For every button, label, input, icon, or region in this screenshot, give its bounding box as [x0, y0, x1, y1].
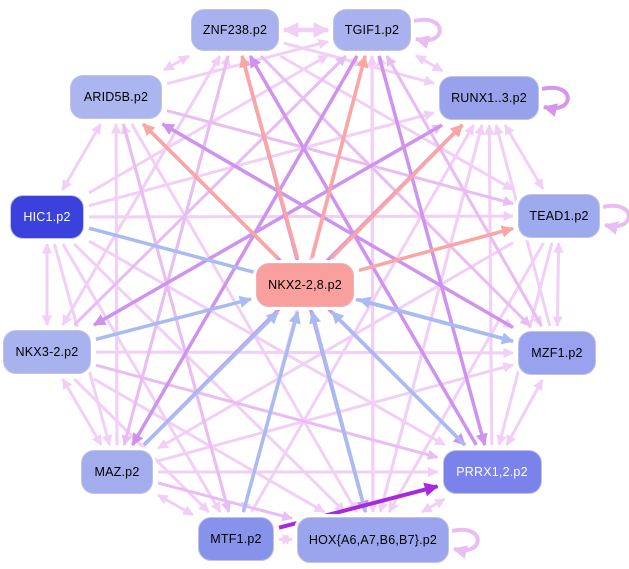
self-loop-tgif1 [413, 17, 442, 49]
edge-prrx-hox [421, 497, 446, 514]
edge-mtf1-maz [157, 493, 194, 517]
edge-hic1-arid5b [61, 123, 102, 191]
node-label: HIC1.p2 [23, 210, 71, 224]
edge-runx-tead1 [503, 124, 545, 190]
node-prrx[interactable]: PRRX1,2.p2 [442, 450, 542, 494]
node-label: TEAD1.p2 [529, 209, 589, 223]
edge-prrx-znf238 [248, 55, 478, 446]
edge-tgif1-hox [367, 55, 379, 513]
node-nkx3[interactable]: NKX3-2.p2 [3, 330, 91, 374]
edge-tgif1-maz [131, 55, 359, 446]
edge-runx-nkx3 [93, 123, 443, 327]
edge-center-tead1 [358, 225, 515, 273]
edge-nkx3-mzf1 [95, 347, 514, 359]
node-arid5b[interactable]: ARID5B.p2 [70, 75, 162, 119]
edge-nkx3-center [95, 295, 253, 341]
edge-maz-mzf1 [157, 362, 514, 463]
node-hic1[interactable]: HIC1.p2 [10, 195, 84, 239]
edge-mzf1-prrx [505, 379, 544, 446]
self-loop-tead1 [602, 203, 629, 235]
node-label: NKX3-2.p2 [15, 345, 79, 359]
node-tead1[interactable]: TEAD1.p2 [518, 194, 600, 238]
edge-mzf1-arid5b [161, 122, 514, 329]
node-label: PRRX1,2.p2 [456, 465, 528, 479]
node-label: ZNF238.p2 [202, 23, 268, 37]
node-label: MTF1.p2 [210, 532, 262, 546]
node-znf238[interactable]: ZNF238.p2 [191, 9, 279, 51]
node-tgif1[interactable]: TGIF1.p2 [333, 9, 411, 51]
node-runx[interactable]: RUNX1..3.p2 [439, 76, 539, 120]
edge-hic1-tead1 [88, 210, 514, 222]
self-loop-hox [451, 527, 480, 559]
edge-center-arid5b [141, 122, 280, 260]
edge-prrx-center [330, 310, 467, 447]
node-label: TGIF1.p2 [344, 23, 400, 37]
edge-nkx3-prrx [95, 363, 439, 460]
edge-tead1-mzf1 [552, 242, 564, 327]
node-maz[interactable]: MAZ.p2 [81, 450, 153, 494]
node-label: ARID5B.p2 [83, 90, 149, 104]
node-hox[interactable]: HOX{A6,A7,B6,B7}.p2 [297, 517, 449, 563]
node-center[interactable]: NKX2-2,8.p2 [256, 263, 354, 307]
node-label: RUNX1..3.p2 [451, 91, 527, 105]
edge-mtf1-runx [250, 124, 475, 513]
node-label: NKX2-2,8.p2 [268, 278, 342, 292]
edge-mtf1-center [241, 310, 301, 513]
edge-maz-nkx3 [61, 378, 103, 446]
edge-tgif1-runx [415, 54, 444, 73]
edge-hox-center [309, 310, 368, 513]
edge-arid5b-znf238 [163, 54, 190, 72]
self-loop-runx [541, 85, 570, 117]
edge-tead1-maz [157, 241, 514, 450]
edge-center-znf238 [239, 54, 300, 259]
node-label: HOX{A6,A7,B6,B7}.p2 [308, 533, 438, 547]
node-label: MZF1.p2 [531, 346, 583, 360]
edge-maz-center [142, 310, 280, 447]
node-label: MAZ.p2 [94, 465, 140, 479]
edge-arid5b-hox [130, 123, 359, 513]
edge-center-tgif1 [310, 54, 369, 259]
node-mzf1[interactable]: MZF1.p2 [518, 331, 596, 375]
edge-hic1-runx [88, 110, 435, 208]
edge-hic1-prrx [88, 239, 446, 447]
edge-maz-hox [157, 481, 293, 522]
node-mtf1[interactable]: MTF1.p2 [198, 517, 274, 561]
edge-center-runx [330, 123, 464, 260]
